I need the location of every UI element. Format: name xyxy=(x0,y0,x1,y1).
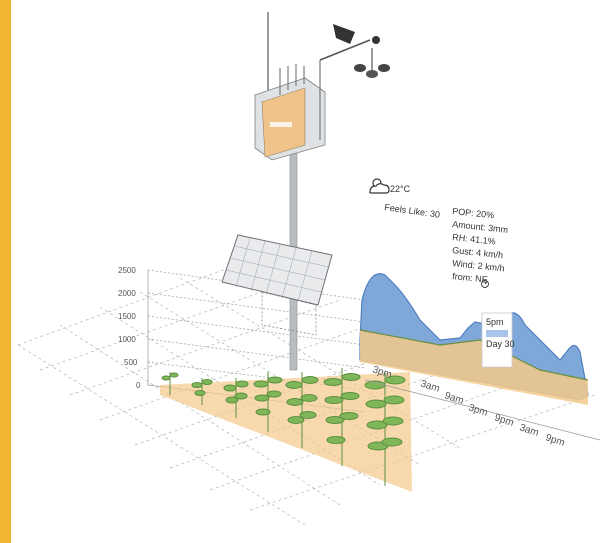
rh-value: RH: 41.1% xyxy=(452,232,496,246)
callout-time: 5pm xyxy=(486,317,504,327)
partly-cloudy-icon xyxy=(369,178,390,194)
crop-plants xyxy=(161,368,406,486)
y-tick: 0 xyxy=(136,381,141,390)
solar-panel-icon xyxy=(221,234,333,336)
wind-from-value: from: NE xyxy=(452,271,488,285)
soil-wedge xyxy=(160,372,412,492)
time-tick: 9pm xyxy=(544,432,566,448)
time-tick: 3am xyxy=(419,378,441,394)
y-tick: 2000 xyxy=(118,289,136,298)
plant xyxy=(323,368,361,466)
y-axis-ticks: 2500 2000 1500 1000 500 0 xyxy=(118,266,141,390)
plant xyxy=(161,372,179,395)
feels-like-value: Feels Like: 30 xyxy=(384,202,441,220)
time-tick: 3pm xyxy=(467,402,489,418)
y-tick: 2500 xyxy=(118,266,136,275)
plant xyxy=(223,378,249,418)
plant xyxy=(285,372,319,448)
accent-bar xyxy=(0,0,11,543)
time-tick: 3am xyxy=(518,422,540,438)
temperature-value: 22°C xyxy=(390,184,411,194)
callout-day: Day 30 xyxy=(486,339,515,349)
plant xyxy=(253,372,283,432)
time-axis: 3pm 3am 9am 3pm 9pm 3am 9pm xyxy=(371,364,566,448)
time-tick: 9am xyxy=(443,390,465,406)
plant xyxy=(191,378,213,405)
time-tick: 9pm xyxy=(493,412,515,428)
y-tick: 1500 xyxy=(118,312,136,321)
y-tick: 500 xyxy=(124,358,138,367)
wind-direction-icon xyxy=(481,280,489,288)
hover-callout: 5pm Day 30 xyxy=(481,312,515,368)
anemometer-icon xyxy=(319,24,390,140)
y-tick: 1000 xyxy=(118,335,136,344)
plant xyxy=(364,372,406,486)
weather-station-icon xyxy=(254,64,326,161)
pop-value: POP: 20% xyxy=(452,206,495,220)
weather-readout: 22°C Feels Like: 30 POP: 20% Amount: 3mm… xyxy=(369,178,509,288)
